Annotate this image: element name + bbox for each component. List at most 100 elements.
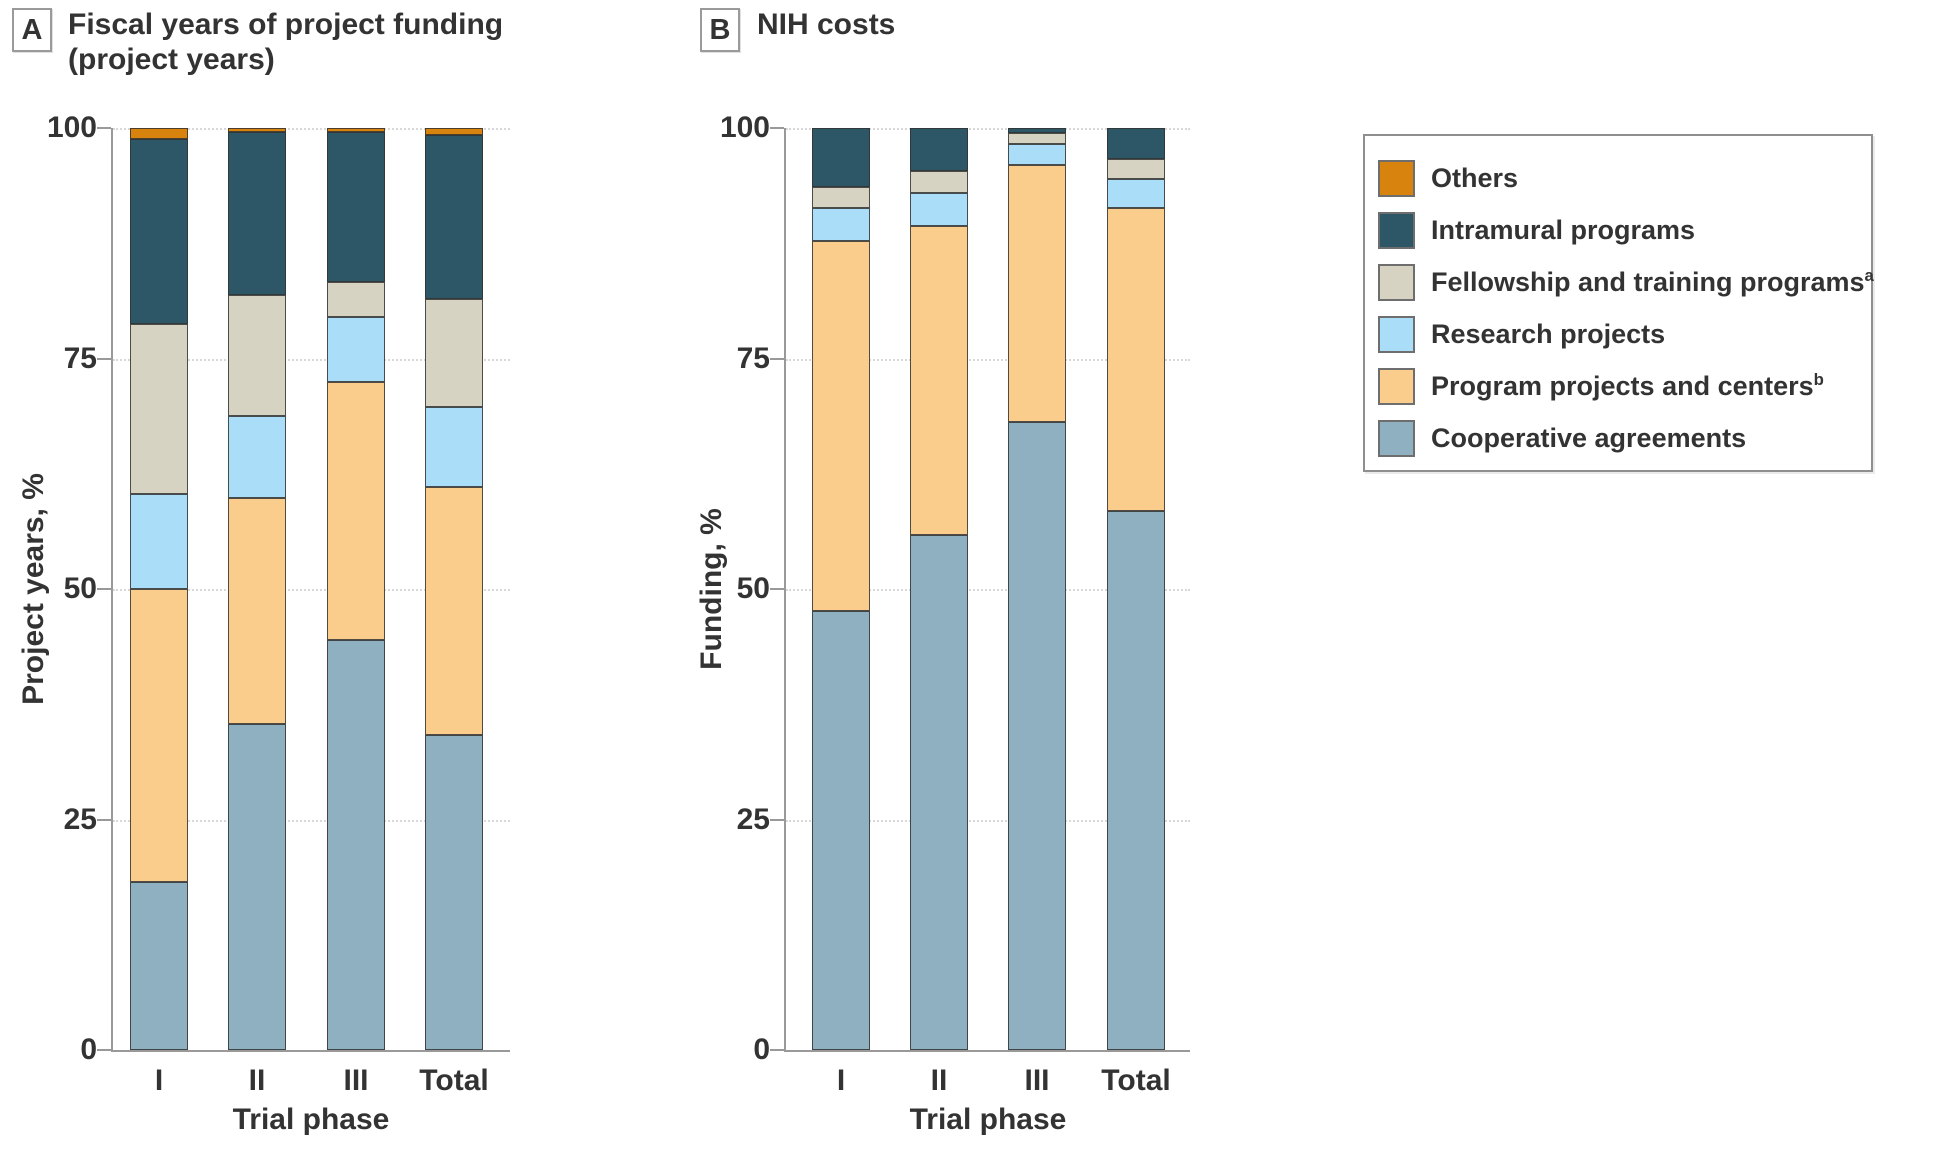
bar-segment-cooperative <box>1107 510 1165 1050</box>
x-tick-label-I: I <box>154 1064 164 1097</box>
bar-segment-intramural <box>1107 128 1165 160</box>
gridline-50 <box>786 589 1190 591</box>
legend-label-research: Research projects <box>1431 318 1666 349</box>
stacked-bar-III <box>327 128 385 1050</box>
bar-segment-fellowship <box>812 187 870 209</box>
stacked-bar-I <box>812 128 870 1050</box>
bar-segment-program <box>327 382 385 640</box>
panel-b-title-line1: NIH costs <box>757 8 896 41</box>
panel-a-title-line2: (project years) <box>68 43 275 76</box>
bar-segment-fellowship <box>228 294 286 416</box>
panel-title-a: Fiscal years of project funding (project… <box>68 7 503 77</box>
bar-segment-research <box>1107 178 1165 209</box>
legend-label-intramural: Intramural programs <box>1431 214 1696 245</box>
panel-letter-b: B <box>700 8 740 52</box>
bar-segment-program <box>910 225 968 535</box>
stacked-bar-III <box>1008 128 1066 1050</box>
y-tick-mark-100 <box>97 127 111 129</box>
y-tick-label-0: 0 <box>80 1033 97 1066</box>
y-axis-line <box>784 128 786 1050</box>
y-tick-label-100: 100 <box>46 111 97 144</box>
bar-segment-cooperative <box>130 882 188 1050</box>
bar-segment-intramural <box>910 128 968 172</box>
cooperative-swatch <box>1378 419 1415 457</box>
y-tick-label-50: 50 <box>63 572 97 605</box>
legend-item-intramural: Intramural programs <box>1365 204 1871 256</box>
x-axis-line <box>784 1050 1190 1052</box>
research-swatch <box>1378 315 1415 353</box>
y-tick-mark-50 <box>770 588 784 590</box>
y-tick-label-50: 50 <box>736 572 770 605</box>
y-tick-mark-75 <box>97 357 111 360</box>
bar-segment-research <box>425 407 483 487</box>
bar-segment-intramural <box>327 131 385 282</box>
bar-segment-research <box>228 415 286 498</box>
stacked-bar-II <box>228 128 286 1050</box>
y-tick-mark-100 <box>770 127 784 129</box>
stacked-bar-I <box>130 128 188 1050</box>
plot-area-b: 0 25 50 75 100 I II III Total <box>720 111 1190 1097</box>
bar-segment-research <box>130 494 188 590</box>
legend-item-others: Others <box>1365 152 1871 204</box>
y-tick-mark-0 <box>97 1049 111 1051</box>
bar-segment-fellowship <box>1008 132 1066 144</box>
y-tick-label-25: 25 <box>63 802 97 836</box>
x-tick-label-II: II <box>930 1064 948 1097</box>
panel-title-b: NIH costs <box>757 7 895 42</box>
bar-segment-others <box>327 128 385 132</box>
gridline-100 <box>113 128 510 130</box>
bar-segment-fellowship <box>1107 159 1165 179</box>
intramural-swatch <box>1378 211 1415 249</box>
x-tick-label-Total: Total <box>1101 1064 1171 1097</box>
bar-segment-intramural <box>1008 128 1066 133</box>
panel-letter-a: A <box>12 8 52 52</box>
legend-item-cooperative: Cooperative agreements <box>1365 412 1871 464</box>
x-axis-line <box>111 1050 510 1052</box>
bar-segment-research <box>910 193 968 226</box>
x-tick-label-III: III <box>343 1064 369 1097</box>
x-tick-label-III: III <box>1024 1064 1050 1097</box>
bar-segment-research <box>812 208 870 242</box>
bar-segment-fellowship <box>327 282 385 318</box>
y-tick-mark-25 <box>770 818 784 821</box>
bar-segment-cooperative <box>812 611 870 1050</box>
y-tick-label-100: 100 <box>719 111 770 144</box>
stacked-bar-Total <box>425 128 483 1050</box>
stacked-bar-Total <box>1107 128 1165 1050</box>
legend-label-program: Program projects and centersb <box>1431 370 1824 401</box>
bar-segment-program <box>1107 208 1165 511</box>
legend-item-fellowship: Fellowship and training programsa <box>1365 256 1874 308</box>
y-tick-mark-75 <box>770 357 784 360</box>
x-axis-label-a: Trial phase <box>232 1103 390 1136</box>
x-tick-label-I: I <box>836 1064 846 1097</box>
gridline-75 <box>113 358 510 361</box>
bar-segment-fellowship <box>425 298 483 408</box>
x-tick-label-II: II <box>248 1064 266 1097</box>
y-tick-label-25: 25 <box>736 802 770 836</box>
bar-segment-program <box>1008 164 1066 423</box>
bar-segment-program <box>130 589 188 883</box>
legend-item-research: Research projects <box>1365 308 1871 360</box>
bar-segment-research <box>1008 143 1066 165</box>
y-tick-label-75: 75 <box>736 341 770 375</box>
bar-segment-fellowship <box>910 171 968 194</box>
y-tick-label-0: 0 <box>753 1033 770 1066</box>
gridline-50 <box>113 589 510 591</box>
panel-a-title-line1: Fiscal years of project funding <box>68 8 504 41</box>
bar-segment-cooperative <box>910 534 968 1050</box>
x-axis-label-b: Trial phase <box>909 1103 1067 1136</box>
gridline-75 <box>786 358 1190 361</box>
bar-segment-others <box>425 128 483 136</box>
bar-segment-research <box>327 317 385 383</box>
gridline-100 <box>786 128 1190 130</box>
bar-segment-program <box>228 497 286 724</box>
others-swatch <box>1378 159 1415 197</box>
bar-segment-cooperative <box>327 639 385 1050</box>
program-swatch <box>1378 367 1415 405</box>
fellowship-swatch <box>1378 263 1415 301</box>
bar-segment-others <box>130 128 188 140</box>
y-tick-mark-0 <box>770 1049 784 1051</box>
legend-item-program: Program projects and centersb <box>1365 360 1871 412</box>
x-tick-label-Total: Total <box>419 1064 489 1097</box>
